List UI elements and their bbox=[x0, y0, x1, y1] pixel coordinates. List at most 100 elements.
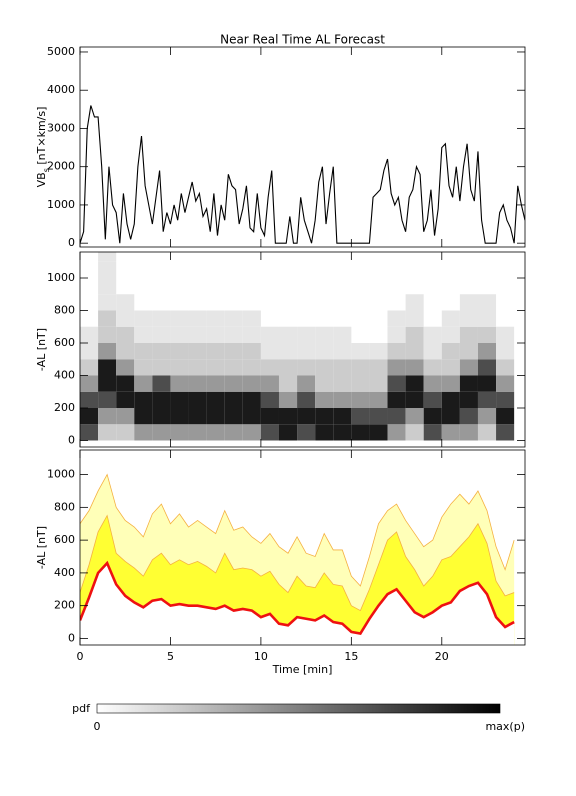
x-axis-label: Time [min] bbox=[272, 663, 333, 676]
heat-cell bbox=[278, 375, 298, 392]
heat-cell bbox=[333, 375, 352, 392]
heat-cell bbox=[423, 391, 442, 408]
y-tick-label: 800 bbox=[54, 500, 75, 513]
heat-cell bbox=[315, 343, 334, 360]
heat-cell bbox=[405, 391, 424, 408]
x-tick-label: 5 bbox=[167, 650, 174, 663]
y-axis-label: -AL [nT] bbox=[35, 328, 48, 371]
heat-cell bbox=[80, 343, 99, 360]
heat-cell bbox=[297, 408, 316, 425]
heat-cell bbox=[170, 408, 189, 425]
y-tick-label: 1000 bbox=[47, 198, 75, 211]
heat-cell bbox=[152, 359, 171, 376]
heat-cell bbox=[206, 391, 225, 408]
heat-cell bbox=[206, 424, 225, 441]
heat-cell bbox=[116, 310, 135, 327]
heat-cell bbox=[242, 326, 261, 343]
heat-cell bbox=[441, 359, 460, 376]
heat-cell bbox=[98, 408, 117, 425]
heat-cell bbox=[170, 424, 189, 441]
heat-cell bbox=[496, 424, 515, 441]
heat-cell bbox=[116, 408, 135, 425]
heat-cell bbox=[387, 424, 406, 441]
heat-cell bbox=[459, 326, 478, 343]
y-axis-label: VBs [nT×km/s] bbox=[35, 107, 51, 188]
heat-cell bbox=[441, 375, 460, 392]
heat-cell bbox=[315, 359, 334, 376]
y-tick-label: 200 bbox=[54, 401, 75, 414]
heat-cell bbox=[351, 408, 370, 425]
heat-cell bbox=[188, 359, 207, 376]
y-tick-label: 400 bbox=[54, 566, 75, 579]
heat-cell bbox=[134, 375, 153, 392]
heat-cell bbox=[224, 343, 243, 360]
heat-cell bbox=[98, 278, 117, 295]
heat-cell bbox=[333, 326, 352, 343]
heat-cell bbox=[496, 391, 515, 408]
heat-cell bbox=[98, 375, 117, 392]
heat-cell bbox=[206, 408, 225, 425]
heat-cell bbox=[477, 424, 497, 441]
heat-cell bbox=[242, 424, 261, 441]
heat-cell bbox=[351, 343, 370, 360]
heat-cell bbox=[134, 310, 153, 327]
heat-cell bbox=[116, 391, 135, 408]
heat-cell bbox=[80, 424, 99, 441]
heat-cell bbox=[242, 310, 261, 327]
x-tick-label: 10 bbox=[254, 650, 268, 663]
heat-cell bbox=[152, 424, 171, 441]
band-fill bbox=[80, 563, 515, 645]
heat-cell bbox=[351, 359, 370, 376]
quantile-line bbox=[80, 514, 515, 612]
y-tick-label: 2000 bbox=[47, 160, 75, 173]
heat-cell bbox=[423, 424, 442, 441]
heat-cell bbox=[477, 326, 497, 343]
heat-cell bbox=[134, 424, 153, 441]
heat-cell bbox=[297, 391, 316, 408]
heat-cell bbox=[423, 359, 442, 376]
heat-cell bbox=[333, 343, 352, 360]
heat-cell bbox=[477, 294, 497, 311]
heat-cell bbox=[152, 326, 171, 343]
heat-cell bbox=[441, 424, 460, 441]
heat-cell bbox=[387, 391, 406, 408]
y-tick-label: 0 bbox=[68, 236, 75, 249]
heat-cell bbox=[260, 359, 279, 376]
y-tick-label: 0 bbox=[68, 631, 75, 644]
heat-cell bbox=[315, 408, 334, 425]
heat-cell bbox=[224, 424, 243, 441]
heat-cell bbox=[405, 294, 424, 311]
heat-cell bbox=[459, 310, 478, 327]
heat-cell bbox=[188, 375, 207, 392]
heat-cell bbox=[423, 375, 442, 392]
y-tick-label: 5000 bbox=[47, 45, 75, 58]
y-axis-label: -AL [nT] bbox=[35, 526, 48, 569]
heat-cell bbox=[459, 359, 478, 376]
heat-cell bbox=[369, 359, 388, 376]
heat-cell bbox=[423, 343, 442, 360]
heat-cell bbox=[98, 343, 117, 360]
heat-cell bbox=[477, 343, 497, 360]
heat-cell bbox=[477, 310, 497, 327]
heat-cell bbox=[369, 343, 388, 360]
plot-frame bbox=[79, 251, 526, 448]
heat-cell bbox=[297, 326, 316, 343]
data-line bbox=[80, 105, 525, 244]
heat-cell bbox=[477, 408, 497, 425]
heat-cell bbox=[333, 359, 352, 376]
heat-cell bbox=[224, 391, 243, 408]
heat-cell bbox=[278, 343, 298, 360]
heat-cell bbox=[441, 343, 460, 360]
heat-cell bbox=[459, 408, 478, 425]
heat-cell bbox=[405, 359, 424, 376]
heat-cell bbox=[242, 343, 261, 360]
heat-cell bbox=[278, 424, 298, 441]
heat-cell bbox=[224, 375, 243, 392]
heat-cell bbox=[387, 408, 406, 425]
x-tick-label: 20 bbox=[435, 650, 449, 663]
heat-cell bbox=[80, 391, 99, 408]
heat-cell bbox=[188, 424, 207, 441]
heat-cell bbox=[98, 261, 117, 278]
heat-cell bbox=[459, 391, 478, 408]
